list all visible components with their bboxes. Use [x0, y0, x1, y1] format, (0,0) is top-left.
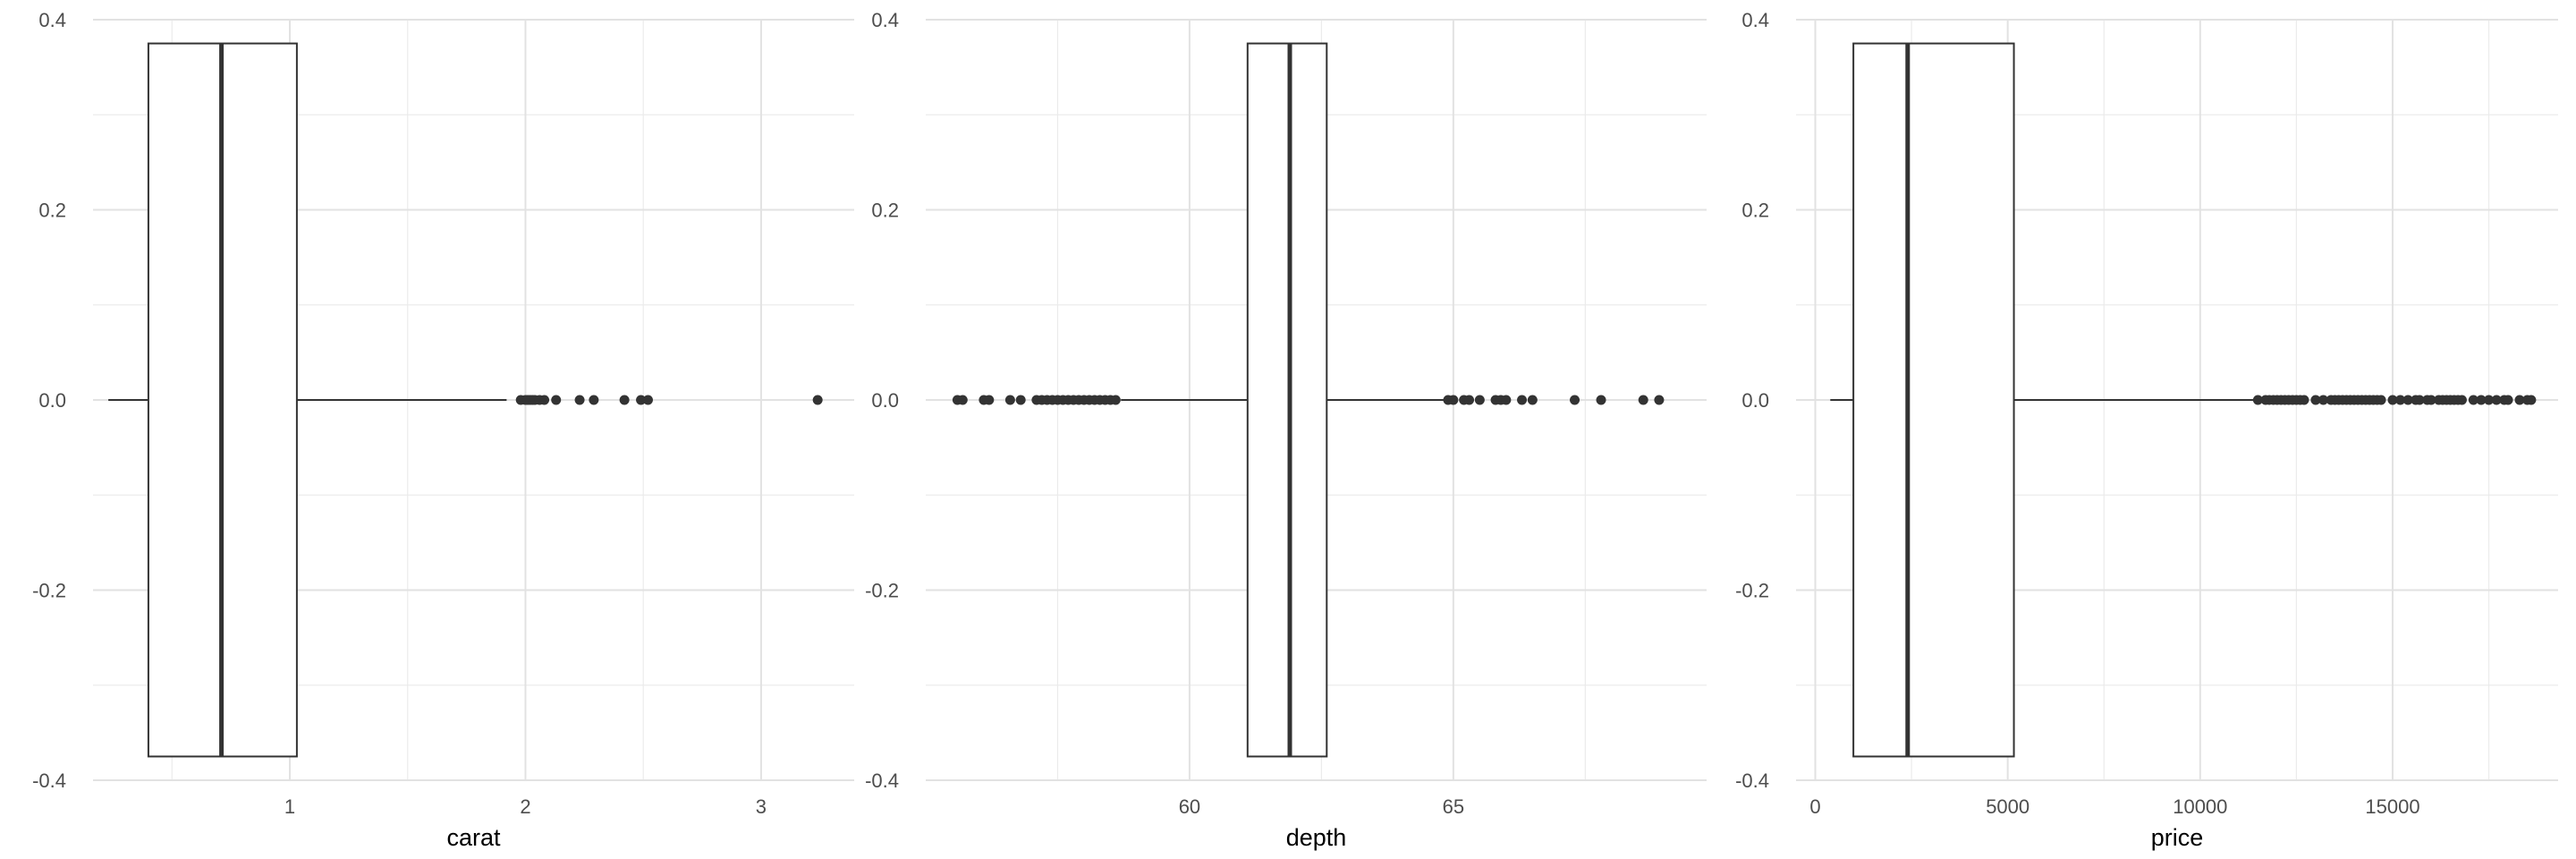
- ytick-label: 0.4: [1741, 9, 1769, 31]
- outlier-point: [1015, 395, 1026, 405]
- x-axis-title: depth: [1286, 824, 1347, 851]
- outlier-point: [2476, 395, 2487, 405]
- xtick-label: 5000: [1986, 795, 2029, 818]
- ytick-label: -0.4: [32, 770, 66, 792]
- outlier-point: [2491, 395, 2502, 405]
- outlier-point: [636, 395, 647, 405]
- outlier-point: [2318, 395, 2329, 405]
- outlier-point: [2252, 395, 2263, 405]
- outlier-point: [551, 395, 562, 405]
- outlier-point: [812, 395, 823, 405]
- outlier-point: [1110, 395, 1121, 405]
- outlier-point: [1570, 395, 1580, 405]
- x-axis-title: price: [2151, 824, 2204, 851]
- ytick-label: -0.4: [1735, 770, 1769, 792]
- outlier-point: [1527, 395, 1538, 405]
- outlier-point: [2299, 395, 2309, 405]
- outlier-point: [1654, 395, 1665, 405]
- outlier-point: [2526, 395, 2537, 405]
- outlier-point: [2395, 395, 2406, 405]
- outlier-point: [2402, 395, 2413, 405]
- outlier-point: [2310, 395, 2321, 405]
- ytick-label: -0.2: [32, 580, 66, 602]
- ytick-label: -0.2: [1735, 580, 1769, 602]
- outlier-point: [574, 395, 585, 405]
- ytick-label: 0.0: [38, 389, 66, 412]
- outlier-point: [2376, 395, 2386, 405]
- ytick-label: 0.2: [871, 200, 899, 222]
- xtick-label: 60: [1179, 795, 1200, 818]
- outlier-point: [1638, 395, 1648, 405]
- ytick-label: 0.4: [871, 9, 899, 31]
- outlier-point: [2414, 395, 2425, 405]
- outlier-point: [2468, 395, 2479, 405]
- xtick-label: 10000: [2173, 795, 2227, 818]
- ytick-label: 0.0: [1741, 389, 1769, 412]
- ytick-label: 0.2: [1741, 200, 1769, 222]
- panel-carat: -0.4 -0.2 0.0 0.2 0.4 1 2 3 carat: [32, 9, 854, 851]
- outlier-point: [957, 395, 968, 405]
- outlier-point: [1596, 395, 1606, 405]
- outlier-point: [1464, 395, 1475, 405]
- outlier-point: [2484, 395, 2495, 405]
- xtick-label: 15000: [2365, 795, 2419, 818]
- xtick-label: 3: [756, 795, 767, 818]
- panel-price: -0.4 -0.2 0.0 0.2 0.4 0 5000 10000 15000 price: [1735, 9, 2558, 851]
- outlier-point: [1517, 395, 1528, 405]
- outlier-point: [2426, 395, 2436, 405]
- outlier-point: [1501, 395, 1512, 405]
- ytick-label: -0.2: [865, 580, 899, 602]
- outlier-point: [589, 395, 599, 405]
- ytick-label: 0.4: [38, 9, 66, 31]
- outlier-point: [1004, 395, 1015, 405]
- xtick-label: 1: [284, 795, 295, 818]
- panel-depth: -0.4 -0.2 0.0 0.2 0.4 60 65 depth: [865, 9, 1707, 851]
- outlier-point: [539, 395, 550, 405]
- outlier-point: [2514, 395, 2525, 405]
- outlier-point: [642, 395, 653, 405]
- outlier-point: [619, 395, 630, 405]
- outlier-point: [1474, 395, 1485, 405]
- box-iqr: [1852, 42, 2015, 758]
- outlier-point: [2503, 395, 2513, 405]
- ytick-label: 0.0: [871, 389, 899, 412]
- outlier-point: [2387, 395, 2398, 405]
- ytick-label: -0.4: [865, 770, 899, 792]
- outlier-point: [984, 395, 995, 405]
- box-iqr: [1246, 42, 1328, 758]
- xtick-label: 2: [520, 795, 530, 818]
- outlier-point: [1448, 395, 1459, 405]
- xtick-label: 65: [1443, 795, 1464, 818]
- xtick-label: 0: [1809, 795, 1820, 818]
- ytick-label: 0.2: [38, 200, 66, 222]
- outlier-point: [2456, 395, 2467, 405]
- x-axis-title: carat: [446, 824, 501, 851]
